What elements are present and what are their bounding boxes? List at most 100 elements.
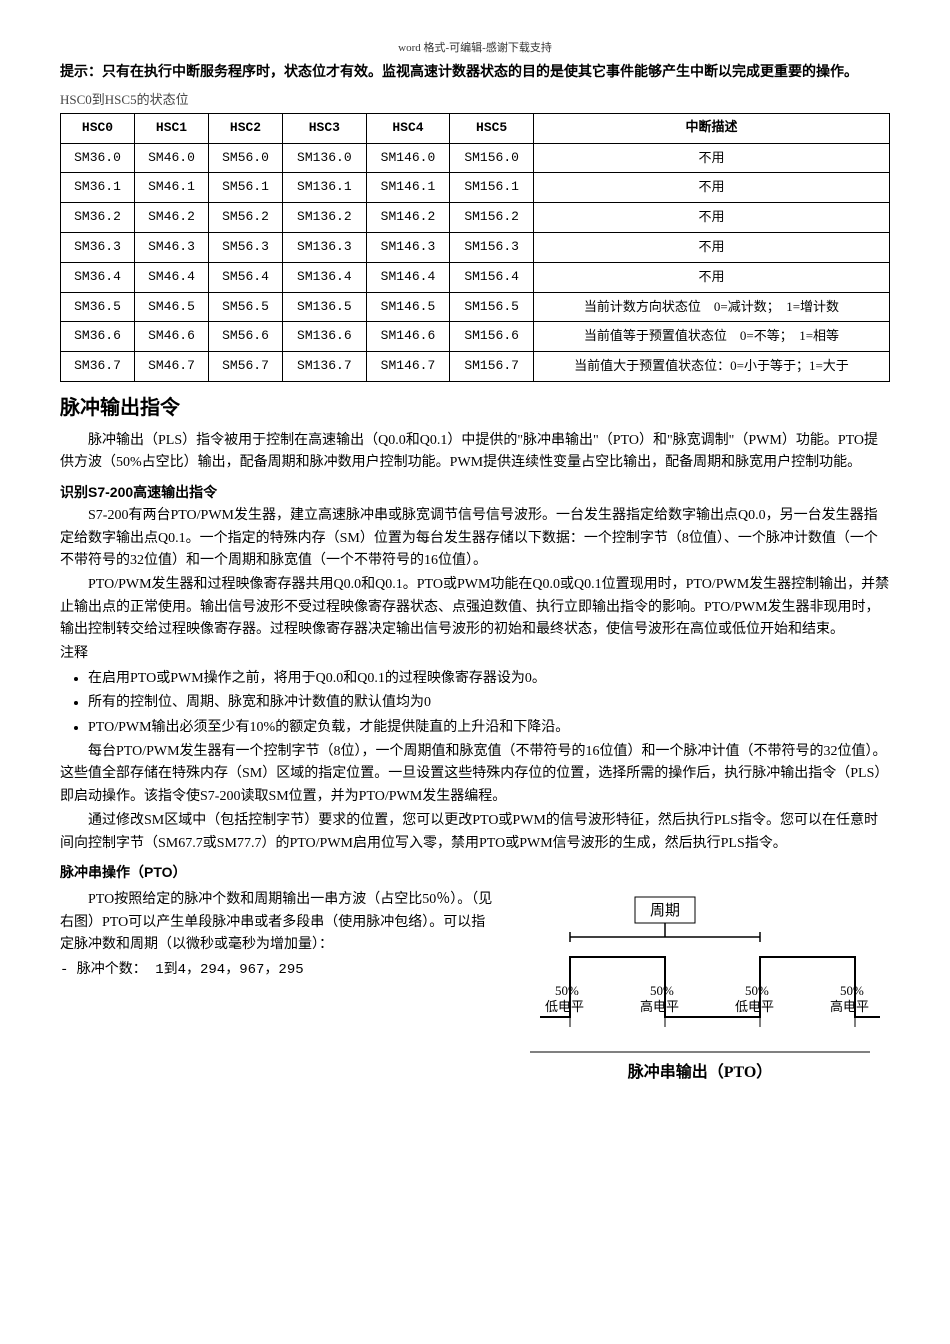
- table-cell: SM136.2: [283, 203, 367, 233]
- section-pulse-output-p1: 脉冲输出（PLS）指令被用于控制在高速输出（Q0.0和Q0.1）中提供的"脉冲串…: [60, 430, 890, 475]
- table-cell: SM156.5: [450, 292, 534, 322]
- svg-text:50%: 50%: [840, 983, 864, 998]
- sub-identify-p2: PTO/PWM发生器和过程映像寄存器共用Q0.0和Q0.1。PTO或PWM功能在…: [60, 574, 890, 641]
- table-header: 中断描述: [533, 113, 889, 143]
- table-cell: SM36.7: [61, 352, 135, 382]
- pto-diagram: 周期 50% 低电平 50% 高电平 50% 低电平 50% 高电平 脉冲串输出…: [510, 887, 890, 1087]
- table-header: HSC2: [209, 113, 283, 143]
- table-cell: SM146.0: [366, 143, 450, 173]
- table-header: HSC4: [366, 113, 450, 143]
- table-cell: SM156.7: [450, 352, 534, 382]
- table-cell: SM56.7: [209, 352, 283, 382]
- table-cell: SM56.5: [209, 292, 283, 322]
- hsc-status-table: HSC0HSC1HSC2HSC3HSC4HSC5中断描述 SM36.0SM46.…: [60, 113, 890, 382]
- list-item: 在启用PTO或PWM操作之前，将用于Q0.0和Q0.1的过程映像寄存器设为0。: [88, 668, 890, 690]
- table-cell: SM46.1: [135, 173, 209, 203]
- table-cell: SM156.0: [450, 143, 534, 173]
- para-after-notes-2: 通过修改SM区域中（包括控制字节）要求的位置，您可以更改PTO或PWM的信号波形…: [60, 810, 890, 855]
- svg-text:高电平: 高电平: [640, 999, 679, 1014]
- table-header: HSC5: [450, 113, 534, 143]
- diagram-period-label: 周期: [650, 902, 680, 919]
- table-cell: SM156.4: [450, 262, 534, 292]
- table-cell: SM46.5: [135, 292, 209, 322]
- table-row: SM36.7SM46.7SM56.7SM136.7SM146.7SM156.7当…: [61, 352, 890, 382]
- table-cell: SM56.1: [209, 173, 283, 203]
- sub-identify-p1: S7-200有两台PTO/PWM发生器，建立高速脉冲串或脉宽调节信号信号波形。一…: [60, 505, 890, 572]
- list-item: 所有的控制位、周期、脉宽和脉冲计数值的默认值均为0: [88, 692, 890, 714]
- table-cell: SM156.6: [450, 322, 534, 352]
- svg-text:脉冲串输出（PTO）: 脉冲串输出（PTO）: [627, 1062, 773, 1081]
- table-cell: SM36.4: [61, 262, 135, 292]
- pto-pulse-count: - 脉冲个数： 1到4，294，967，295: [60, 959, 494, 981]
- table-cell: 不用: [533, 262, 889, 292]
- svg-text:低电平: 低电平: [545, 999, 584, 1014]
- table-cell: SM146.3: [366, 232, 450, 262]
- svg-text:高电平: 高电平: [830, 999, 869, 1014]
- table-cell: 不用: [533, 232, 889, 262]
- table-header: HSC0: [61, 113, 135, 143]
- table-cell: SM36.5: [61, 292, 135, 322]
- table-row: SM36.6SM46.6SM56.6SM136.6SM146.6SM156.6当…: [61, 322, 890, 352]
- table-cell: SM156.2: [450, 203, 534, 233]
- table-cell: SM46.7: [135, 352, 209, 382]
- table-cell: 不用: [533, 173, 889, 203]
- table-cell: SM36.6: [61, 322, 135, 352]
- table-cell: SM146.5: [366, 292, 450, 322]
- table-cell: 当前计数方向状态位 0=减计数； 1=增计数: [533, 292, 889, 322]
- list-item: PTO/PWM输出必须至少有10%的额定负载，才能提供陡直的上升沿和下降沿。: [88, 717, 890, 739]
- table-row: SM36.2SM46.2SM56.2SM136.2SM146.2SM156.2不…: [61, 203, 890, 233]
- table-cell: SM46.2: [135, 203, 209, 233]
- table-caption: HSC0到HSC5的状态位: [60, 90, 890, 111]
- table-cell: SM56.2: [209, 203, 283, 233]
- table-cell: SM136.4: [283, 262, 367, 292]
- table-cell: SM136.5: [283, 292, 367, 322]
- table-cell: SM46.4: [135, 262, 209, 292]
- notes-label: 注释: [60, 643, 890, 665]
- sub-identify-title: 识别S7-200高速输出指令: [60, 481, 890, 503]
- sub-pto-title: 脉冲串操作（PTO）: [60, 861, 890, 883]
- table-cell: SM36.0: [61, 143, 135, 173]
- table-cell: SM136.0: [283, 143, 367, 173]
- table-cell: SM146.7: [366, 352, 450, 382]
- table-cell: SM56.4: [209, 262, 283, 292]
- table-cell: SM156.1: [450, 173, 534, 203]
- table-cell: SM56.0: [209, 143, 283, 173]
- svg-text:50%: 50%: [745, 983, 769, 998]
- table-cell: SM46.0: [135, 143, 209, 173]
- table-header: HSC3: [283, 113, 367, 143]
- svg-text:50%: 50%: [650, 983, 674, 998]
- svg-text:50%: 50%: [555, 983, 579, 998]
- notes-list: 在启用PTO或PWM操作之前，将用于Q0.0和Q0.1的过程映像寄存器设为0。所…: [88, 668, 890, 739]
- table-cell: SM156.3: [450, 232, 534, 262]
- table-row: SM36.3SM46.3SM56.3SM136.3SM146.3SM156.3不…: [61, 232, 890, 262]
- section-pulse-output-title: 脉冲输出指令: [60, 392, 890, 424]
- pto-p1: PTO按照给定的脉冲个数和周期输出一串方波（占空比50％）。（见右图）PTO可以…: [60, 889, 494, 956]
- table-cell: 不用: [533, 203, 889, 233]
- table-cell: SM36.3: [61, 232, 135, 262]
- table-row: SM36.5SM46.5SM56.5SM136.5SM146.5SM156.5当…: [61, 292, 890, 322]
- table-cell: SM146.6: [366, 322, 450, 352]
- table-cell: SM146.1: [366, 173, 450, 203]
- tip-text: 提示：只有在执行中断服务程序时，状态位才有效。监视高速计数器状态的目的是使其它事…: [60, 62, 890, 84]
- table-cell: 当前值大于预置值状态位：0=小于等于；1=大于: [533, 352, 889, 382]
- table-header: HSC1: [135, 113, 209, 143]
- para-after-notes-1: 每台PTO/PWM发生器有一个控制字节（8位），一个周期值和脉宽值（不带符号的1…: [60, 741, 890, 808]
- table-cell: SM46.3: [135, 232, 209, 262]
- table-cell: SM146.4: [366, 262, 450, 292]
- table-cell: 当前值等于预置值状态位 0=不等； 1=相等: [533, 322, 889, 352]
- table-cell: SM136.6: [283, 322, 367, 352]
- table-row: SM36.4SM46.4SM56.4SM136.4SM146.4SM156.4不…: [61, 262, 890, 292]
- table-cell: SM136.3: [283, 232, 367, 262]
- table-cell: 不用: [533, 143, 889, 173]
- svg-text:低电平: 低电平: [735, 999, 774, 1014]
- pto-section: PTO按照给定的脉冲个数和周期输出一串方波（占空比50％）。（见右图）PTO可以…: [60, 887, 890, 1087]
- table-cell: SM146.2: [366, 203, 450, 233]
- table-cell: SM56.3: [209, 232, 283, 262]
- table-cell: SM36.2: [61, 203, 135, 233]
- table-cell: SM136.1: [283, 173, 367, 203]
- table-cell: SM136.7: [283, 352, 367, 382]
- table-cell: SM56.6: [209, 322, 283, 352]
- table-row: SM36.0SM46.0SM56.0SM136.0SM146.0SM156.0不…: [61, 143, 890, 173]
- table-cell: SM46.6: [135, 322, 209, 352]
- page-header-small: word 格式-可编辑-感谢下载支持: [60, 40, 890, 58]
